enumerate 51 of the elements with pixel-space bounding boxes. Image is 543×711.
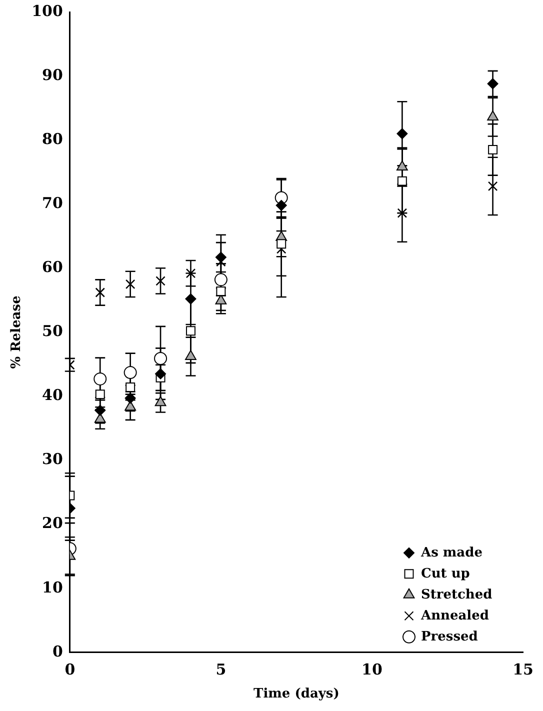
point bbox=[124, 400, 136, 411]
x-tick-label: 10 bbox=[362, 660, 382, 678]
point bbox=[156, 276, 166, 286]
point bbox=[185, 350, 196, 360]
point bbox=[124, 366, 137, 380]
point bbox=[214, 273, 228, 286]
point bbox=[126, 382, 136, 392]
point bbox=[155, 368, 166, 380]
legend-label: Annealed bbox=[420, 608, 489, 624]
y-tick-label: 60 bbox=[42, 258, 63, 276]
y-tick-label: 10 bbox=[42, 578, 63, 596]
point bbox=[216, 286, 226, 296]
point bbox=[488, 144, 498, 154]
point bbox=[397, 176, 407, 186]
legend-label: As made bbox=[420, 545, 482, 560]
point bbox=[94, 404, 106, 416]
legend-label: Stretched bbox=[421, 587, 492, 602]
x-tick-label: 15 bbox=[512, 660, 534, 678]
y-axis-title: % Release bbox=[9, 296, 24, 369]
y-tick-label: 40 bbox=[42, 386, 63, 404]
legend-label: Pressed bbox=[421, 629, 478, 644]
point bbox=[125, 279, 136, 290]
point bbox=[124, 392, 136, 404]
point bbox=[276, 200, 287, 211]
x-axis-title: Time (days) bbox=[254, 686, 340, 702]
x-tick-label: 5 bbox=[216, 660, 226, 678]
point bbox=[94, 372, 107, 386]
point bbox=[487, 110, 498, 121]
y-tick-label: 20 bbox=[42, 514, 63, 532]
point bbox=[215, 252, 226, 263]
point bbox=[186, 326, 196, 336]
legend-label: Cut up bbox=[421, 566, 470, 582]
point bbox=[488, 181, 498, 192]
x-tick-label: 0 bbox=[64, 660, 76, 678]
point bbox=[154, 352, 168, 365]
y-tick-label: 50 bbox=[42, 322, 63, 340]
y-tick-label: 70 bbox=[42, 194, 63, 212]
point bbox=[396, 128, 408, 140]
point bbox=[185, 293, 196, 304]
y-tick-label: 30 bbox=[42, 450, 63, 468]
y-tick-label: 90 bbox=[42, 66, 63, 84]
point bbox=[276, 239, 286, 249]
point bbox=[186, 268, 196, 278]
point bbox=[397, 208, 408, 218]
point bbox=[487, 78, 498, 90]
point bbox=[154, 396, 166, 406]
point bbox=[95, 288, 106, 298]
point bbox=[95, 390, 105, 400]
y-tick-label: 80 bbox=[42, 130, 63, 148]
y-tick-label: 0 bbox=[52, 642, 63, 660]
y-tick-label: 100 bbox=[32, 2, 63, 20]
